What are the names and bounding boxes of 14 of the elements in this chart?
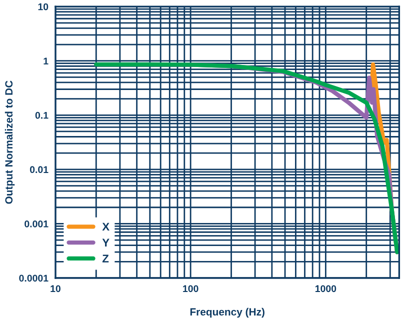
x-axis-title: Frequency (Hz) [190,308,264,318]
y-tick-label: 0.0001 [19,274,48,282]
y-tick-label: 1 [44,58,48,64]
y-tick-label: 0.001 [24,220,48,228]
y-axis-title: Output Normalized to DC [4,80,15,204]
x-tick-label: 10 [50,285,60,292]
y-tick-label: 0.1 [35,112,48,119]
legend-label: Y [102,238,110,246]
x-tick-label: 1000 [315,285,336,292]
y-tick-label: 10 [38,3,48,10]
x-tick-label: 100 [183,285,198,292]
y-tick-label: 0.01 [30,166,48,174]
legend-label: X [102,222,110,231]
legend-label: Z [102,254,109,262]
